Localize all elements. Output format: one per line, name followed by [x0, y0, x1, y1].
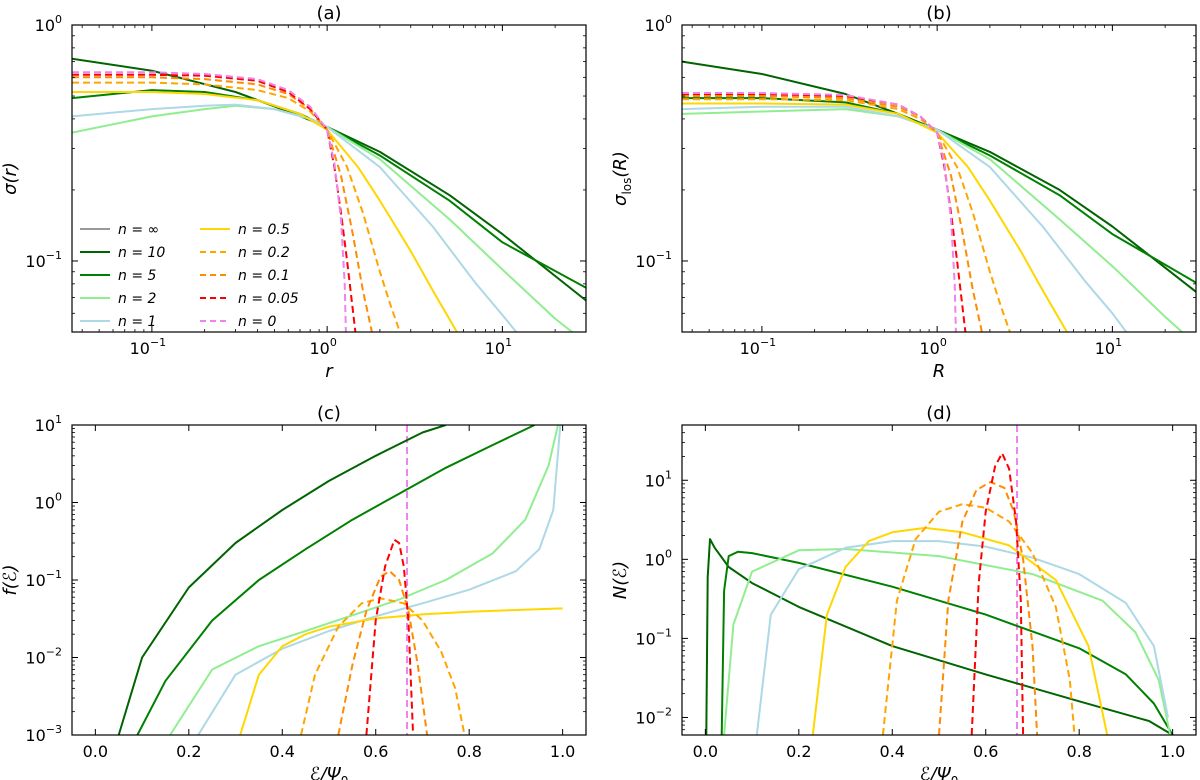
x-tick-label: 0.2: [176, 742, 201, 761]
series-line-0: [705, 538, 1174, 735]
panel-title: (a): [316, 3, 341, 24]
legend: n = ∞ n = 10 n = 5 n = 2 n = 1 n = 0.5 n = 0.2…: [80, 222, 299, 330]
series-line-1: [720, 550, 1174, 735]
series-line-3: [197, 425, 562, 735]
y-axis-label: σ(r): [0, 162, 21, 195]
x-tick-label: 0.0: [83, 742, 108, 761]
series-line-3: [755, 540, 1169, 735]
series-line-1: [136, 425, 536, 735]
axes-frame: [681, 24, 1197, 333]
x-tick-label: 0.8: [456, 742, 481, 761]
legend-label: n = 1: [118, 314, 156, 330]
x-tick-label: 0.0: [693, 742, 718, 761]
panel-title: (c): [317, 403, 341, 424]
legend-label: n = 0.05: [238, 291, 299, 307]
series-line-5: [682, 98, 1011, 332]
series-line-7: [72, 73, 357, 332]
series-line-5: [881, 503, 1076, 735]
series-line-2: [723, 548, 1172, 735]
x-axis-label: r: [325, 361, 334, 382]
series-line-4: [239, 607, 563, 735]
legend-label: n = 5: [118, 268, 157, 284]
legend-label: n = 0: [238, 314, 277, 330]
legend-label: n = 0.1: [238, 268, 290, 284]
series-line-8: [72, 71, 347, 332]
series-line-7: [970, 452, 1025, 735]
panel-title: (d): [926, 403, 951, 424]
series-line-4: [682, 102, 1068, 332]
legend-label: n = 0.5: [238, 222, 290, 238]
x-axis-label: R: [933, 361, 946, 382]
x-tick-label: 0.2: [786, 742, 811, 761]
series-line-3: [682, 105, 1128, 332]
series-group: [72, 57, 586, 332]
series-line-2: [682, 108, 1183, 332]
x-tick-label: 0.6: [973, 742, 998, 761]
legend-label: n = 2: [118, 291, 157, 307]
series-line-6: [337, 570, 429, 735]
series-line-6: [682, 95, 983, 332]
series-line-0: [117, 425, 447, 735]
axes-frame: [71, 24, 587, 333]
series-line-3: [72, 103, 518, 332]
y-axis-label: σlos(R): [610, 151, 634, 206]
x-tick-label: 0.4: [880, 742, 905, 761]
series-group: [705, 425, 1174, 735]
legend-label: n = ∞: [118, 222, 159, 238]
y-axis-label: N(ℰ): [610, 561, 631, 599]
y-axis-label: f(ℰ): [0, 564, 21, 595]
x-axis-label: ℰ/Ψ0: [310, 764, 349, 780]
series-group: [117, 425, 563, 735]
x-tick-label: 1.0: [550, 742, 575, 761]
series-group: [682, 60, 1196, 332]
series-line-8: [682, 92, 957, 332]
series-line-6: [938, 481, 1039, 735]
panel-d: 0.00.20.40.60.81.010−210−1100101(d)ℰ/Ψ0N…: [610, 403, 1197, 780]
x-tick-label: 0.8: [1066, 742, 1091, 761]
x-axis-label: ℰ/Ψ0: [920, 764, 959, 780]
x-tick-label: 0.6: [363, 742, 388, 761]
legend-label: n = 10: [118, 245, 165, 261]
legend-label: n = 0.2: [238, 245, 290, 261]
x-tick-label: 0.4: [270, 742, 295, 761]
x-tick-label: 1.0: [1160, 742, 1185, 761]
panel-title: (b): [926, 3, 951, 24]
axes-frame: [681, 424, 1197, 736]
series-line-2: [169, 425, 559, 735]
series-line-5: [300, 597, 466, 735]
series-line-7: [365, 538, 415, 735]
